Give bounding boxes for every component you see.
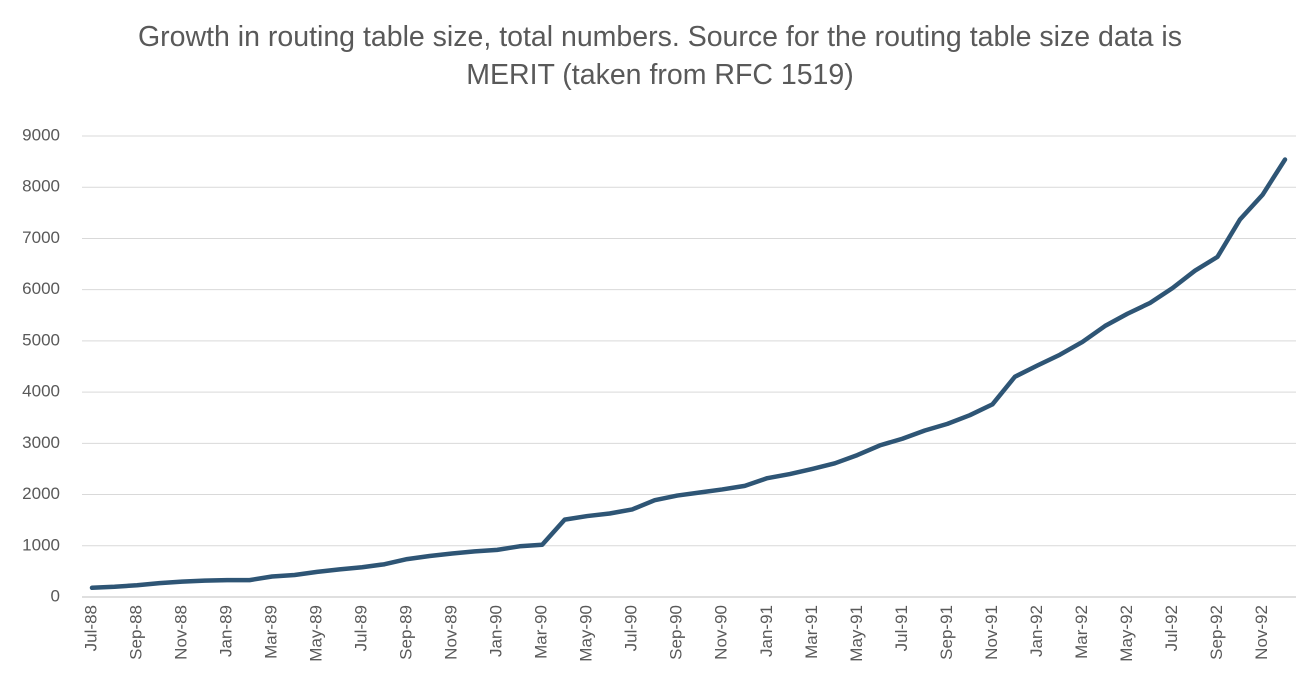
y-tick-label: 5000 — [22, 330, 60, 349]
y-tick-label: 8000 — [22, 177, 60, 196]
y-tick-label: 1000 — [22, 535, 60, 554]
x-tick-label: Jan-90 — [487, 605, 506, 657]
x-tick-label: Jan-89 — [217, 605, 236, 657]
x-tick-label: Sep-91 — [937, 605, 956, 660]
x-tick-label: Mar-91 — [802, 605, 821, 659]
x-tick-label: Nov-88 — [172, 605, 191, 660]
y-tick-label: 0 — [51, 586, 60, 605]
x-tick-label: May-91 — [847, 605, 866, 662]
x-tick-label: Jan-91 — [757, 605, 776, 657]
x-tick-label: Nov-89 — [442, 605, 461, 660]
x-tick-label: Jul-90 — [622, 605, 641, 651]
x-tick-label: Jul-91 — [892, 605, 911, 651]
x-tick-label: Jul-89 — [352, 605, 371, 651]
y-tick-label: 3000 — [22, 433, 60, 452]
y-tick-label: 9000 — [22, 125, 60, 144]
x-tick-label: Nov-92 — [1252, 605, 1271, 660]
x-tick-label: Sep-88 — [127, 605, 146, 660]
x-tick-label: May-92 — [1117, 605, 1136, 662]
x-tick-label: Sep-90 — [667, 605, 686, 660]
x-tick-label: Jul-92 — [1162, 605, 1181, 651]
line-series — [89, 157, 1288, 591]
x-tick-label: May-90 — [577, 605, 596, 662]
y-tick-label: 7000 — [22, 228, 60, 247]
x-tick-label: Jan-92 — [1027, 605, 1046, 657]
chart-title: Growth in routing table size, total numb… — [138, 21, 1182, 91]
x-tick-label: Nov-91 — [982, 605, 1001, 660]
y-tick-label: 6000 — [22, 279, 60, 298]
y-tick-label: 2000 — [22, 484, 60, 503]
x-tick-label: Jul-88 — [81, 605, 100, 651]
x-tick-label: Nov-90 — [712, 605, 731, 660]
x-tick-label: Sep-92 — [1207, 605, 1226, 660]
x-tick-label: Mar-90 — [532, 605, 551, 659]
x-tick-label: Mar-89 — [262, 605, 281, 659]
x-tick-label: May-89 — [307, 605, 326, 662]
x-tick-label: Sep-89 — [397, 605, 416, 660]
y-tick-label: 4000 — [22, 382, 60, 401]
x-tick-label: Mar-92 — [1072, 605, 1091, 659]
